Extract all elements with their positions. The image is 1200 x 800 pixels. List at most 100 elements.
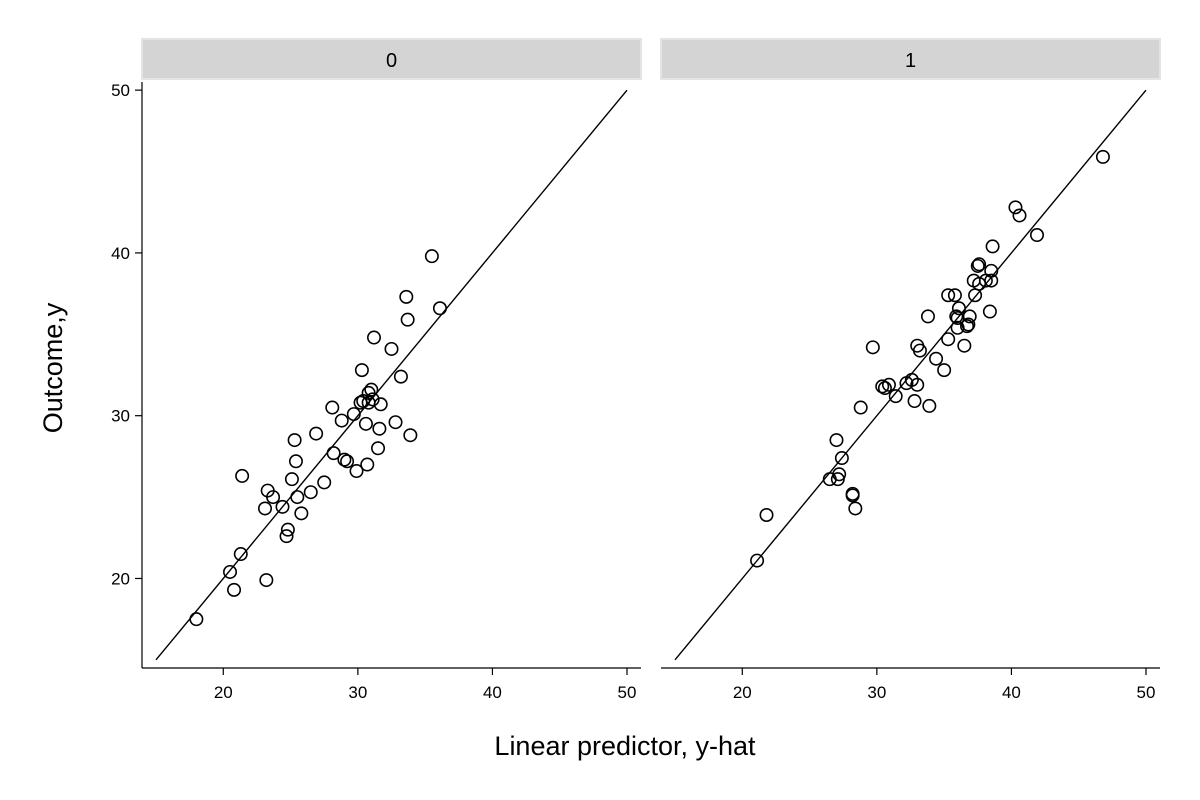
data-point xyxy=(929,351,944,366)
data-point xyxy=(937,363,952,378)
data-point xyxy=(400,312,415,327)
data-point xyxy=(279,529,294,544)
data-point xyxy=(1012,208,1027,223)
data-point xyxy=(982,304,997,319)
panel-1: 1 20 30 40 50 xyxy=(660,38,1161,702)
panel-strip-label: 0 xyxy=(386,50,397,72)
data-point xyxy=(372,421,387,436)
data-point xyxy=(349,464,364,479)
x-axis-title: Linear predictor, y-hat xyxy=(494,731,756,761)
panel-strip xyxy=(141,38,642,80)
data-point xyxy=(912,343,927,358)
data-point xyxy=(829,433,844,448)
data-point xyxy=(910,377,925,392)
data-point xyxy=(284,472,299,487)
data-point xyxy=(949,309,964,324)
data-point xyxy=(961,317,976,332)
panel-strip-label: 1 xyxy=(905,50,916,72)
reference-line xyxy=(674,89,1147,661)
panel-strip xyxy=(660,38,1161,80)
x-tick-label: 20 xyxy=(733,683,752,702)
data-point xyxy=(848,501,863,516)
data-point xyxy=(907,394,922,409)
data-point xyxy=(384,341,399,356)
data-point xyxy=(985,239,1000,254)
data-point xyxy=(881,377,896,392)
data-point xyxy=(960,319,975,334)
x-tick-label: 40 xyxy=(1002,683,1021,702)
x-tick-label: 40 xyxy=(483,683,502,702)
data-point xyxy=(968,288,983,303)
data-point xyxy=(941,288,956,303)
data-point xyxy=(759,507,774,522)
data-point xyxy=(326,446,341,461)
data-point xyxy=(941,332,956,347)
data-point xyxy=(951,301,966,316)
data-point xyxy=(371,441,386,456)
data-point xyxy=(834,451,849,466)
data-point xyxy=(334,413,349,428)
data-point xyxy=(888,389,903,404)
data-point xyxy=(984,263,999,278)
data-point xyxy=(290,490,305,505)
data-point xyxy=(346,407,361,422)
data-point xyxy=(303,485,318,500)
y-tick-label: 30 xyxy=(111,407,130,426)
data-point xyxy=(875,379,890,394)
data-point xyxy=(393,369,408,384)
data-point xyxy=(325,400,340,415)
data-point xyxy=(920,309,935,324)
data-point xyxy=(354,363,369,378)
data-point xyxy=(367,330,382,345)
data-point xyxy=(424,249,439,264)
data-point xyxy=(832,467,847,482)
x-tick-label: 50 xyxy=(1137,683,1156,702)
data-point xyxy=(877,381,892,396)
data-point xyxy=(340,454,355,469)
y-axis-title: Outcome,y xyxy=(38,302,68,433)
data-point xyxy=(275,499,290,514)
data-point xyxy=(280,522,295,537)
data-point xyxy=(432,301,447,316)
data-point xyxy=(360,457,375,472)
data-point xyxy=(1095,149,1110,164)
data-point xyxy=(288,454,303,469)
data-point xyxy=(365,392,380,407)
data-point xyxy=(373,397,388,412)
x-tick-label: 30 xyxy=(348,683,367,702)
panel-0: 0 20 30 40 50 20 30 40 50 xyxy=(111,38,642,702)
data-point xyxy=(399,289,414,304)
data-point xyxy=(317,475,332,490)
data-point xyxy=(233,547,248,562)
data-point xyxy=(984,273,999,288)
x-tick-label: 30 xyxy=(867,683,886,702)
data-point xyxy=(403,428,418,443)
x-tick-label: 20 xyxy=(214,683,233,702)
data-point xyxy=(962,309,977,324)
data-point xyxy=(235,468,250,483)
y-tick-label: 20 xyxy=(111,569,130,588)
reference-line xyxy=(155,89,628,661)
data-point xyxy=(227,582,242,597)
data-point xyxy=(1008,200,1023,215)
y-tick-label: 40 xyxy=(111,244,130,263)
data-point xyxy=(957,338,972,353)
data-point xyxy=(970,258,985,273)
data-point xyxy=(337,452,352,467)
data-point xyxy=(750,553,765,568)
data-point xyxy=(266,490,281,505)
data-point xyxy=(388,415,403,430)
data-point xyxy=(309,426,324,441)
data-point xyxy=(358,416,373,431)
data-point xyxy=(1029,228,1044,243)
data-point xyxy=(223,564,238,579)
data-point xyxy=(258,501,273,516)
y-tick-label: 50 xyxy=(111,81,130,100)
data-point xyxy=(972,257,987,272)
panels-layer: 0 20 30 40 50 20 30 40 50 1 20 30 40 50 xyxy=(111,38,1161,702)
data-point xyxy=(189,612,204,627)
data-point xyxy=(259,573,274,588)
data-point xyxy=(947,288,962,303)
data-point xyxy=(294,506,309,521)
